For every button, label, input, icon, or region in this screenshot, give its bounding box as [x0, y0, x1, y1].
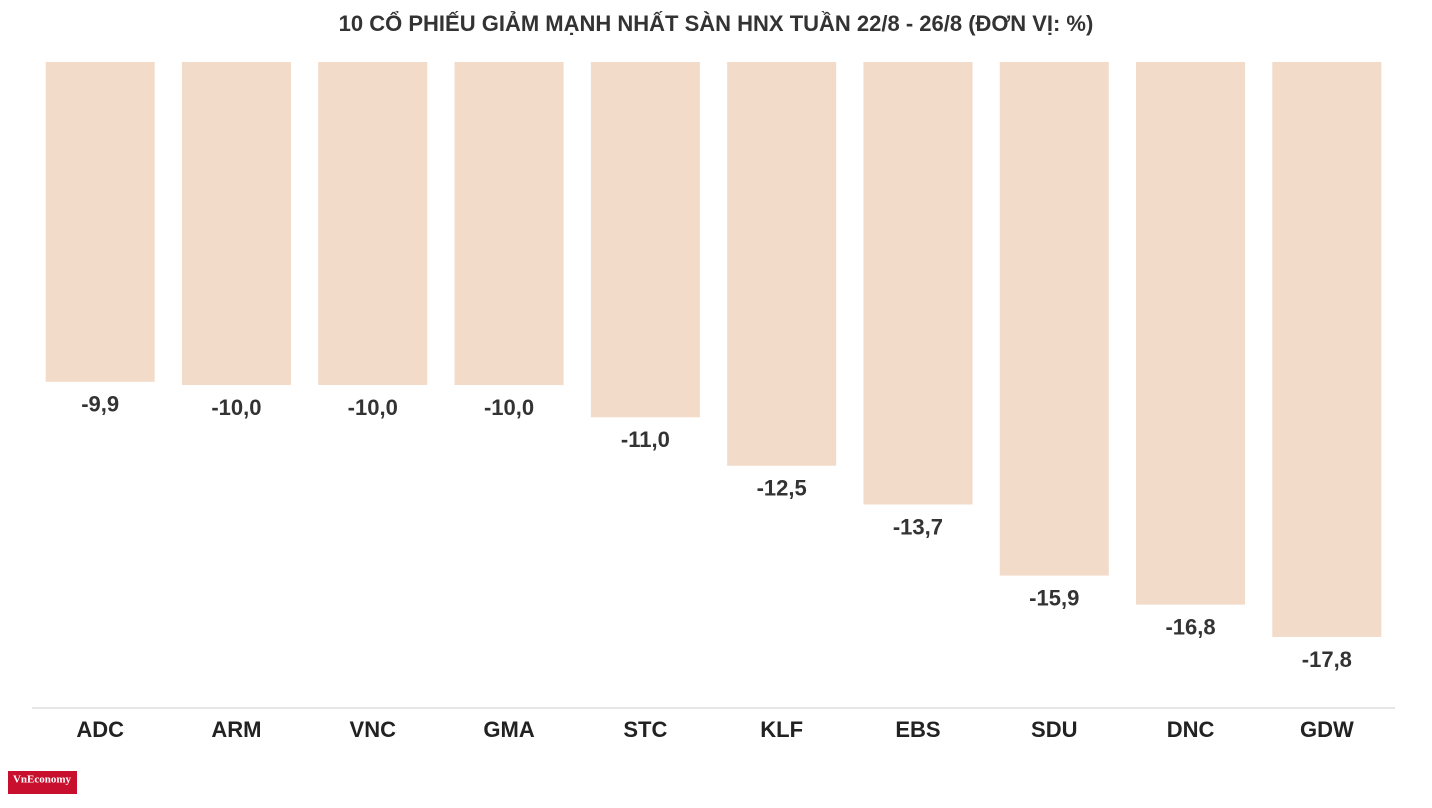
chart-title: 10 CỔ PHIẾU GIẢM MẠNH NHẤT SÀN HNX TUẦN …: [339, 11, 1094, 36]
bar: [45, 62, 155, 382]
bar: [727, 62, 837, 466]
value-label: -11,0: [621, 427, 670, 452]
x-tick-label: EBS: [895, 717, 940, 742]
bar: [318, 62, 428, 385]
bar: [590, 62, 700, 418]
x-tick-label: VNC: [350, 717, 397, 742]
bar: [999, 62, 1109, 576]
value-label: -16,8: [1165, 614, 1215, 639]
x-tick-label: GMA: [483, 717, 534, 742]
value-label: -10,0: [211, 395, 261, 420]
value-label: -15,9: [1029, 585, 1079, 610]
x-tick-label: KLF: [760, 717, 803, 742]
value-label: -17,8: [1302, 647, 1352, 672]
logo-box: [8, 771, 77, 794]
x-tick-label: GDW: [1300, 717, 1354, 742]
bar: [1136, 62, 1246, 605]
x-tick-label: STC: [623, 717, 667, 742]
value-label: -13,7: [893, 514, 943, 539]
logo: VnEconomy: [13, 774, 72, 786]
x-tick-label: ADC: [76, 717, 124, 742]
bar: [181, 62, 291, 385]
bar: [1272, 62, 1382, 637]
value-label: -10,0: [484, 395, 534, 420]
bar: [863, 62, 973, 505]
value-label: -9,9: [81, 392, 119, 417]
x-tick-label: ARM: [211, 717, 261, 742]
value-label: -12,5: [757, 476, 807, 501]
x-tick-label: DNC: [1167, 717, 1215, 742]
value-label: -10,0: [348, 395, 398, 420]
bar: [454, 62, 564, 385]
x-tick-label: SDU: [1031, 717, 1077, 742]
